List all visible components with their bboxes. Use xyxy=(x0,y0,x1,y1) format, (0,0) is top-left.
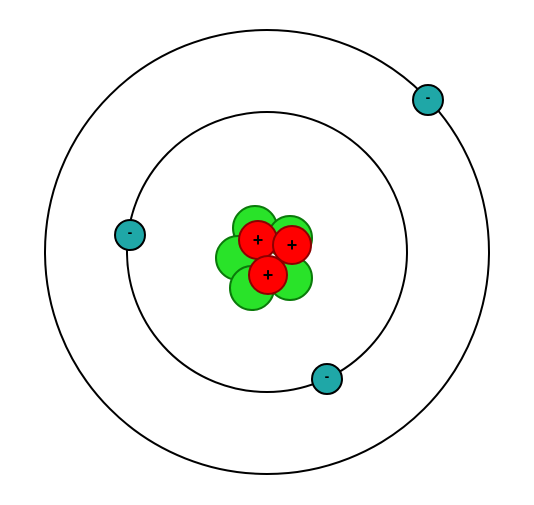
electron-label-2: - xyxy=(325,368,330,384)
proton-label-1: + xyxy=(253,230,264,250)
electron-label-1: - xyxy=(128,224,133,240)
atom-diagram: + + + - - - xyxy=(0,0,534,505)
electron-label-3: - xyxy=(426,89,431,105)
proton-label-3: + xyxy=(263,265,274,285)
proton-label-2: + xyxy=(287,235,298,255)
